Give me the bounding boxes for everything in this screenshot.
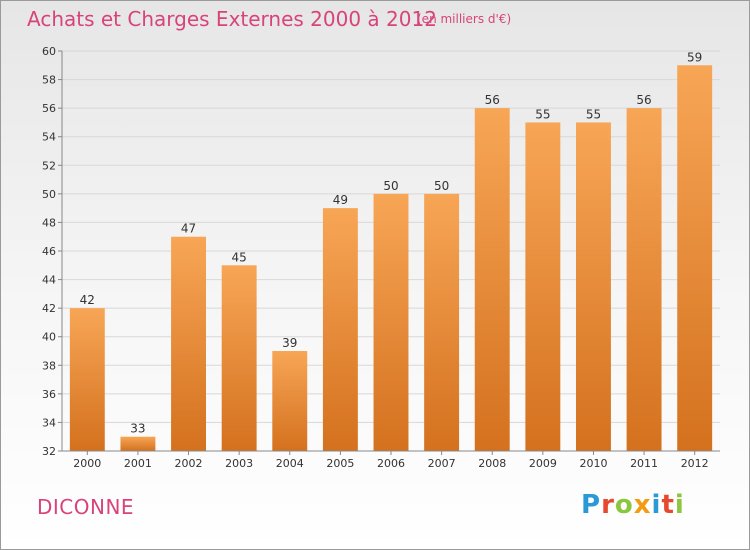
bar-value-2002: 47 — [181, 222, 196, 236]
y-tick-label-48: 48 — [42, 216, 56, 229]
x-tick-label-2006: 2006 — [377, 457, 405, 470]
logo-letter: x — [633, 490, 652, 520]
logo-letter: t — [661, 490, 675, 520]
bar-value-2003: 45 — [232, 250, 247, 264]
bar-value-2004: 39 — [282, 336, 297, 350]
logo-letter: o — [614, 490, 634, 520]
bar-value-2012: 59 — [687, 50, 702, 64]
bar-value-2000: 42 — [80, 293, 95, 307]
bar-2011 — [626, 108, 662, 452]
x-tick-label-2010: 2010 — [579, 457, 607, 470]
y-tick-label-58: 58 — [42, 74, 56, 87]
y-tick-label-50: 50 — [42, 188, 56, 201]
x-tick-label-2000: 2000 — [73, 457, 101, 470]
x-tick-label-2007: 2007 — [428, 457, 456, 470]
x-tick-label-2011: 2011 — [630, 457, 658, 470]
proxiti-logo[interactable]: Proxiti — [581, 490, 685, 520]
bar-2004 — [272, 351, 308, 451]
bar-value-2007: 50 — [434, 179, 449, 193]
y-tick-label-34: 34 — [42, 416, 56, 429]
bar-value-2008: 56 — [485, 93, 500, 107]
chart-title: Achats et Charges Externes 2000 à 2012 — [27, 7, 437, 31]
x-tick-label-2008: 2008 — [478, 457, 506, 470]
x-tick-label-2004: 2004 — [276, 457, 304, 470]
bar-2010 — [575, 122, 611, 451]
bar-2009 — [525, 122, 561, 451]
chart-subtitle: (en milliers d'€) — [417, 12, 512, 26]
bar-value-2001: 33 — [130, 422, 145, 436]
y-tick-label-44: 44 — [42, 274, 56, 287]
logo-letter: r — [601, 490, 615, 520]
y-tick-label-52: 52 — [42, 159, 56, 172]
y-tick-label-40: 40 — [42, 331, 56, 344]
bar-2001 — [120, 436, 156, 451]
bar-value-2010: 55 — [586, 107, 601, 121]
bar-2012 — [677, 65, 713, 452]
bar-2008 — [474, 108, 510, 452]
bar-2007 — [424, 193, 460, 451]
x-tick-label-2001: 2001 — [124, 457, 152, 470]
x-tick-label-2005: 2005 — [326, 457, 354, 470]
bar-value-2011: 56 — [636, 93, 651, 107]
bar-2003 — [221, 265, 257, 451]
bar-2006 — [373, 193, 409, 451]
logo-letter: i — [674, 490, 685, 520]
y-tick-label-38: 38 — [42, 359, 56, 372]
bar-value-2005: 49 — [333, 193, 348, 207]
bars: 42 33 47 45 39 49 50 50 56 55 55 56 59 — [69, 50, 713, 452]
x-tick-label-2003: 2003 — [225, 457, 253, 470]
y-tick-label-60: 60 — [42, 45, 56, 58]
bar-2002 — [171, 236, 207, 451]
x-tick-label-2002: 2002 — [175, 457, 203, 470]
bar-2000 — [69, 308, 105, 451]
y-tick-label-46: 46 — [42, 245, 56, 258]
y-tick-label-56: 56 — [42, 102, 56, 115]
bar-value-2006: 50 — [383, 179, 398, 193]
x-tick-label-2009: 2009 — [529, 457, 557, 470]
x-tick-label-2012: 2012 — [681, 457, 709, 470]
bar-2005 — [322, 208, 358, 451]
axes: 32 34 36 38 40 42 44 46 48 50 52 54 56 58 60 2000 2001 20… — [42, 45, 720, 470]
city-name: DICONNE — [37, 495, 135, 519]
logo-letter: i — [651, 490, 662, 520]
y-tick-label-32: 32 — [42, 445, 56, 458]
logo-letter: P — [581, 490, 602, 520]
bar-value-2009: 55 — [535, 107, 550, 121]
y-tick-label-36: 36 — [42, 388, 56, 401]
y-tick-label-54: 54 — [42, 131, 56, 144]
y-tick-label-42: 42 — [42, 302, 56, 315]
